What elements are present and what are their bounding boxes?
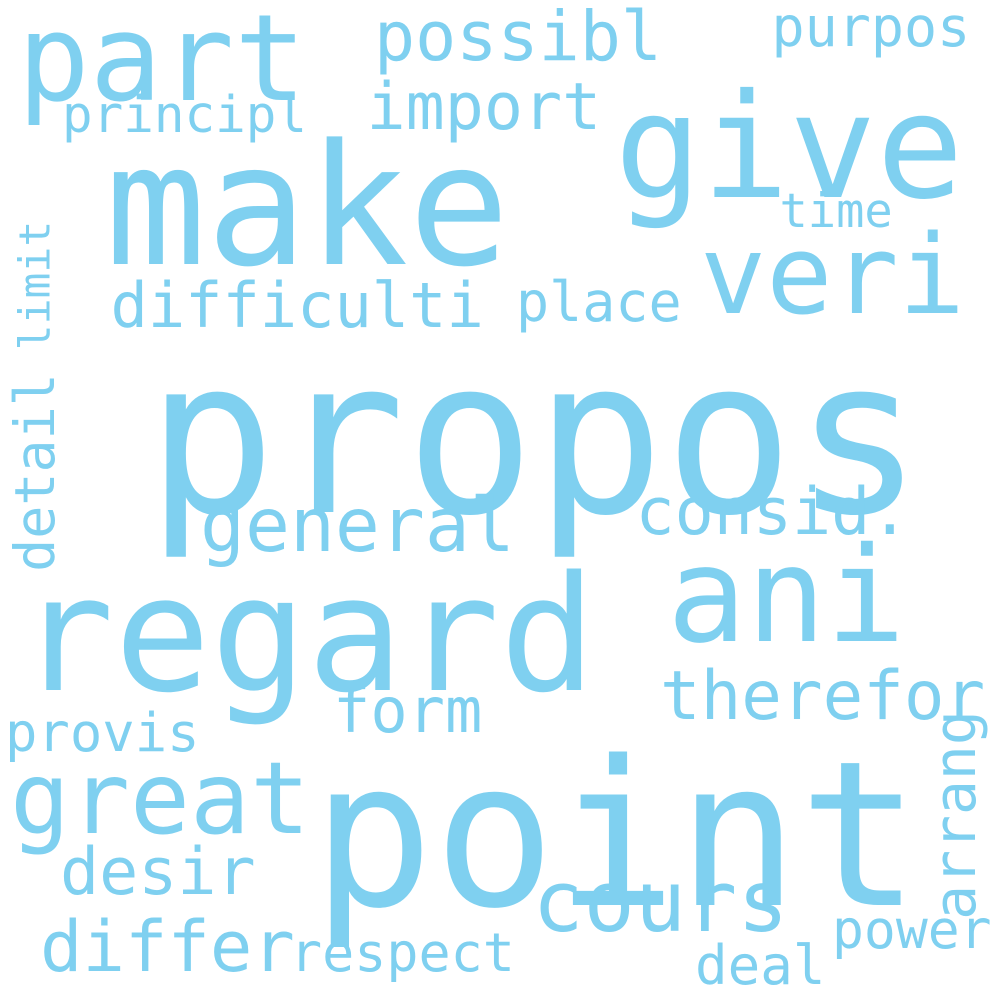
word-general: general: [200, 481, 515, 569]
word-desir: desir: [60, 835, 256, 910]
word-limit: limit: [9, 220, 60, 350]
word-form: form: [333, 674, 483, 747]
word-therefor: therefor: [660, 655, 986, 735]
word-veri: veri: [700, 211, 965, 339]
word-part: part: [17, 0, 307, 129]
word-point: point: [312, 717, 921, 953]
word-principl: principl: [62, 84, 307, 144]
word-import: import: [366, 70, 602, 145]
word-detail: detail: [2, 373, 67, 572]
word-time: time: [779, 184, 893, 239]
word-difficulti: difficulti: [110, 269, 484, 342]
word-arrang: arrang: [920, 710, 989, 920]
word-give: give: [614, 63, 964, 232]
word-provis: provis: [5, 700, 200, 764]
word-cours: cours: [532, 853, 789, 952]
word-power: power: [832, 898, 992, 961]
word-purpos: purpos: [771, 0, 971, 59]
word-consid: consid.: [635, 475, 910, 550]
word-place: place: [516, 270, 682, 334]
word-propos: propos: [146, 312, 924, 563]
word-regard: regard: [18, 541, 596, 728]
word-ani: ani: [667, 519, 906, 673]
word-deal: deal: [695, 933, 826, 997]
word-make: make: [105, 108, 510, 304]
word-respect: respect: [290, 921, 515, 984]
word-great: great: [10, 740, 311, 857]
word-possibl: possibl: [374, 0, 663, 77]
word-differ: differ: [40, 905, 295, 988]
